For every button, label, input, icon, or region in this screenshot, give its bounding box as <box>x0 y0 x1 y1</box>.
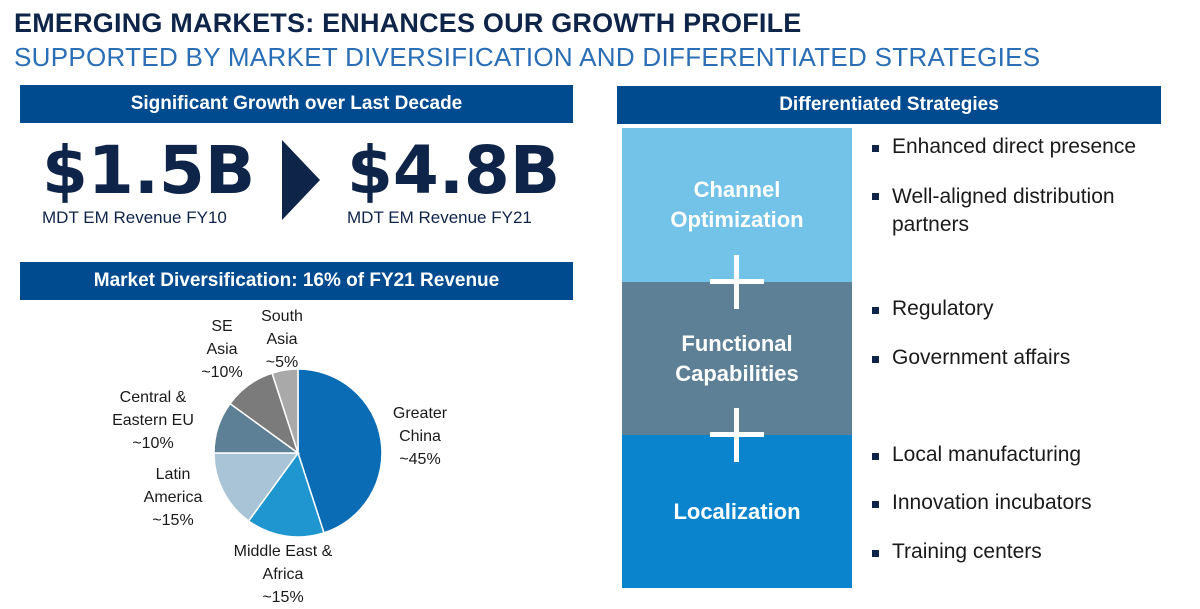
pie-label-se-asia: SE Asia ~10% <box>201 318 243 381</box>
bullet-item: Well-aligned distribution partners <box>872 183 1162 239</box>
plus-icon <box>710 255 764 309</box>
pie-slice-middle-east-africa <box>247 451 325 538</box>
strategies-banner: Differentiated Strategies <box>617 86 1161 124</box>
bullet-square-icon <box>872 193 879 200</box>
fy21-revenue-caption: MDT EM Revenue FY21 <box>347 208 532 227</box>
pie-slice-greater-china <box>297 368 383 534</box>
page-title: EMERGING MARKETS: ENHANCES OUR GROWTH PR… <box>14 8 802 38</box>
bullet-item: Local manufacturing <box>872 443 1162 467</box>
arrow-right-icon <box>282 140 320 220</box>
functional-capabilities-label: Functional Capabilities <box>675 330 799 386</box>
pie-slice-latin-america <box>213 452 300 523</box>
channel-optimization-label: Channel Optimization <box>670 177 804 232</box>
localization-label: Localization <box>673 498 801 524</box>
bullet-square-icon <box>872 453 879 460</box>
bullet-item: Government affairs <box>872 346 1162 370</box>
pie-label-south-asia: South Asia ~5% <box>261 308 303 371</box>
bullet-square-icon <box>872 356 879 363</box>
pie-slice-south-asia <box>271 368 299 454</box>
fy10-revenue-value: $1.5B <box>42 132 256 209</box>
bullet-square-icon <box>872 145 879 152</box>
pie-label-middle-east-africa: Middle East & Africa ~15% <box>233 543 333 606</box>
pie-label-latin-america: Latin America ~15% <box>143 466 203 529</box>
market-pie-chart <box>213 368 383 538</box>
fy21-revenue-value: $4.8B <box>347 132 561 209</box>
growth-banner: Significant Growth over Last Decade <box>20 85 573 123</box>
fy10-revenue-caption: MDT EM Revenue FY10 <box>42 208 227 227</box>
bullet-item: Training centers <box>872 540 1162 564</box>
bullet-item: Innovation incubators <box>872 491 1162 515</box>
bullet-item: Regulatory <box>872 297 1162 321</box>
bullet-square-icon <box>872 550 879 557</box>
diversification-banner: Market Diversification: 16% of FY21 Reve… <box>20 262 573 300</box>
bullet-square-icon <box>872 307 879 314</box>
page-subtitle: SUPPORTED BY MARKET DIVERSIFICATION AND … <box>14 42 1041 72</box>
pie-label-central-eastern-eu: Central & Eastern EU ~10% <box>112 389 194 452</box>
pie-label-greater-china: Greater China ~45% <box>392 405 448 468</box>
bullet-item: Enhanced direct presence <box>872 135 1162 159</box>
plus-icon <box>710 408 764 462</box>
bullet-square-icon <box>872 501 879 508</box>
